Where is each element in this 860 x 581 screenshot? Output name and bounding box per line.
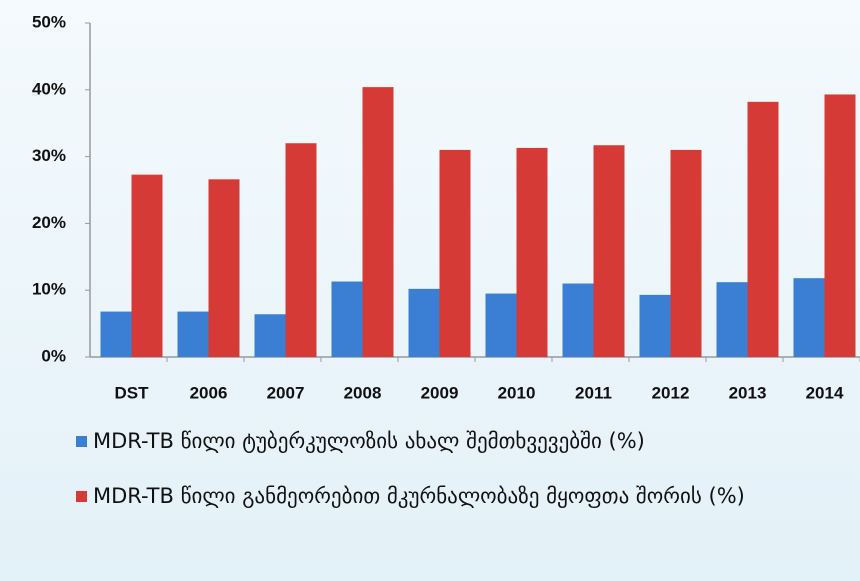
bar — [824, 94, 856, 357]
bar — [670, 149, 702, 357]
x-tick-label: 2007 — [267, 383, 305, 402]
y-tick-label: 30% — [32, 146, 66, 165]
x-tick-label: 2014 — [806, 383, 844, 402]
x-tick-label: 2006 — [190, 383, 228, 402]
y-tick-label: 0% — [41, 346, 66, 365]
y-tick-label: 40% — [32, 79, 66, 98]
bar — [100, 311, 132, 357]
bar — [485, 293, 517, 357]
x-tick-label: DST — [115, 383, 150, 402]
bar — [331, 281, 363, 357]
legend: MDR-TB წილი ტუბერკულოზის ახალ შემთხვევებ… — [76, 425, 836, 535]
bar — [516, 147, 548, 357]
bar — [177, 311, 209, 357]
bar — [131, 174, 163, 357]
legend-swatch — [76, 491, 87, 502]
bar — [793, 278, 825, 357]
bar — [408, 288, 440, 357]
chart: 0% 10% 20% 30% 40% 50% DST 2006 2007 2008 2009 2010… — [32, 12, 860, 402]
bar — [593, 145, 625, 357]
x-tick-label: 2010 — [498, 383, 536, 402]
bar — [716, 282, 748, 357]
y-tick-label: 50% — [32, 12, 66, 31]
bar — [747, 101, 779, 357]
bar — [439, 149, 471, 357]
bar — [362, 87, 394, 358]
x-tick-label: 2008 — [344, 383, 382, 402]
legend-entry: MDR-TB წილი ტუბერკულოზის ახალ შემთხვევებ… — [76, 425, 836, 458]
bar — [285, 143, 317, 357]
x-tick-label: 2012 — [652, 383, 690, 402]
x-tick-label: 2011 — [575, 383, 612, 402]
legend-label: MDR-TB წილი განმეორებით მკურნალობაზე მყო… — [93, 484, 745, 508]
legend-swatch — [76, 436, 87, 447]
y-tick-label: 10% — [32, 280, 66, 299]
x-tick-label: 2009 — [421, 383, 459, 402]
legend-entry: MDR-TB წილი განმეორებით მკურნალობაზე მყო… — [76, 480, 836, 513]
bar — [562, 283, 594, 357]
bar — [254, 314, 286, 357]
bar — [639, 294, 671, 357]
legend-label: MDR-TB წილი ტუბერკულოზის ახალ შემთხვევებ… — [93, 429, 645, 453]
y-tick-label: 20% — [32, 213, 66, 232]
bar — [208, 179, 240, 357]
x-tick-label: 2013 — [729, 383, 767, 402]
